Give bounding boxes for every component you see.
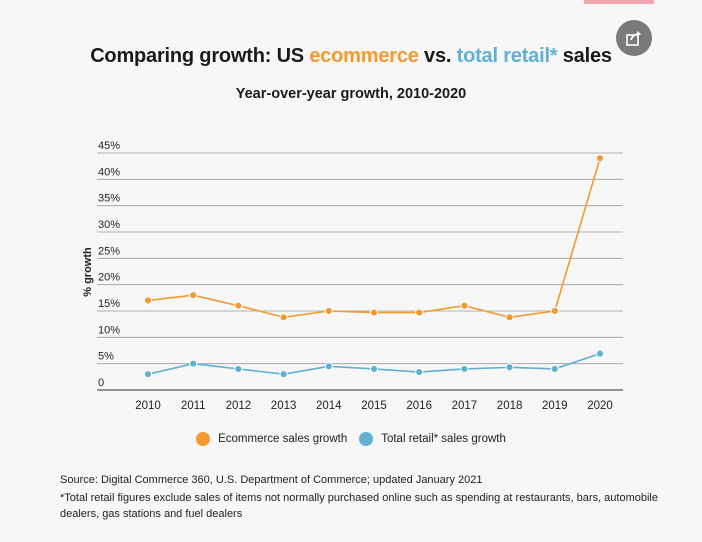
- data-point-retail[interactable]: [234, 364, 243, 374]
- y-tick-label: 30%: [98, 219, 120, 231]
- legend-item-retail: Total retail* sales growth: [359, 432, 506, 446]
- x-tick-label: 2012: [226, 400, 252, 412]
- x-tick-label: 2016: [406, 400, 432, 412]
- data-point-retail[interactable]: [595, 349, 605, 358]
- data-point-ecommerce[interactable]: [279, 313, 288, 322]
- title-retail: total retail*: [456, 45, 558, 67]
- legend-item-ecommerce: Ecommerce sales growth: [196, 432, 347, 446]
- x-tick-label: 2019: [542, 400, 568, 412]
- data-point-retail[interactable]: [279, 370, 288, 379]
- x-tick-label: 2015: [361, 400, 387, 412]
- data-point-retail[interactable]: [143, 370, 153, 379]
- y-axis-label: % growth: [82, 247, 94, 297]
- data-point-retail[interactable]: [460, 364, 469, 374]
- data-point-ecommerce[interactable]: [415, 308, 424, 317]
- y-tick-labels: 0 5% 10% 15% 20% 25% 30% 35% 40% 45%: [98, 140, 120, 389]
- data-point-ecommerce[interactable]: [505, 313, 514, 322]
- y-tick-label: 15%: [98, 298, 120, 310]
- title-ecommerce: ecommerce: [309, 45, 419, 67]
- y-tick-label: 0: [98, 377, 104, 389]
- chart-legend: Ecommerce sales growth Total retail* sal…: [0, 432, 702, 446]
- x-tick-label: 2020: [587, 400, 613, 412]
- share-button[interactable]: [616, 20, 652, 56]
- data-point-ecommerce[interactable]: [189, 291, 198, 300]
- top-accent-bar: [584, 0, 654, 4]
- x-tick-label: 2014: [316, 400, 342, 412]
- y-tick-label: 40%: [98, 166, 120, 178]
- data-point-retail[interactable]: [369, 364, 379, 374]
- data-point-ecommerce[interactable]: [234, 301, 243, 310]
- data-point-ecommerce[interactable]: [550, 306, 559, 316]
- data-point-ecommerce[interactable]: [143, 296, 153, 305]
- share-icon: [626, 31, 641, 46]
- data-point-retail[interactable]: [189, 359, 198, 368]
- footnote: *Total retail figures exclude sales of i…: [60, 492, 658, 520]
- y-tick-label: 10%: [98, 324, 120, 336]
- x-tick-label: 2017: [452, 400, 478, 412]
- series-lines: [143, 154, 605, 379]
- grid-lines: [97, 152, 623, 391]
- x-tick-label: 2013: [271, 400, 297, 412]
- y-tick-label: 20%: [98, 272, 120, 284]
- legend-dot-ecommerce: [196, 432, 211, 446]
- data-point-ecommerce[interactable]: [324, 306, 333, 316]
- x-tick-labels: 2010 2011 2012 2013 2014 2015 2016 2017 2018 2019…: [135, 400, 613, 412]
- source-note: Source: Digital Commerce 360, U.S. Depar…: [60, 474, 483, 486]
- title-part-2: vs.: [418, 45, 457, 67]
- data-point-retail[interactable]: [324, 362, 333, 371]
- series-line-ecommerce: [147, 158, 601, 319]
- title-part-1: Comparing growth: US: [90, 45, 310, 67]
- data-point-retail[interactable]: [415, 367, 424, 377]
- legend-label-retail: Total retail* sales growth: [381, 433, 506, 445]
- x-tick-label: 2018: [497, 400, 523, 412]
- x-tick-label: 2010: [135, 400, 161, 412]
- chart-notes: Source: Digital Commerce 360, U.S. Depar…: [60, 472, 660, 522]
- chart-subtitle: Year-over-year growth, 2010-2020: [235, 86, 467, 102]
- y-tick-label: 35%: [98, 193, 120, 205]
- data-point-retail[interactable]: [550, 364, 559, 374]
- title-part-3: sales: [557, 45, 612, 67]
- data-point-ecommerce[interactable]: [460, 301, 469, 310]
- data-point-ecommerce[interactable]: [369, 308, 379, 317]
- y-tick-label: 45%: [98, 140, 120, 152]
- y-tick-label: 25%: [98, 245, 120, 257]
- chart-title: Comparing growth: US ecommerce vs. total…: [0, 45, 702, 68]
- data-point-ecommerce[interactable]: [595, 154, 605, 163]
- y-tick-label: 5%: [98, 351, 114, 363]
- line-chart: 0 5% 10% 15% 20% 25% 30% 35% 40% 45% 2010 2011 2012…: [82, 140, 623, 412]
- legend-dot-retail: [359, 432, 374, 446]
- x-tick-label: 2011: [181, 400, 206, 412]
- data-point-retail[interactable]: [505, 363, 514, 372]
- legend-label-ecommerce: Ecommerce sales growth: [218, 433, 348, 445]
